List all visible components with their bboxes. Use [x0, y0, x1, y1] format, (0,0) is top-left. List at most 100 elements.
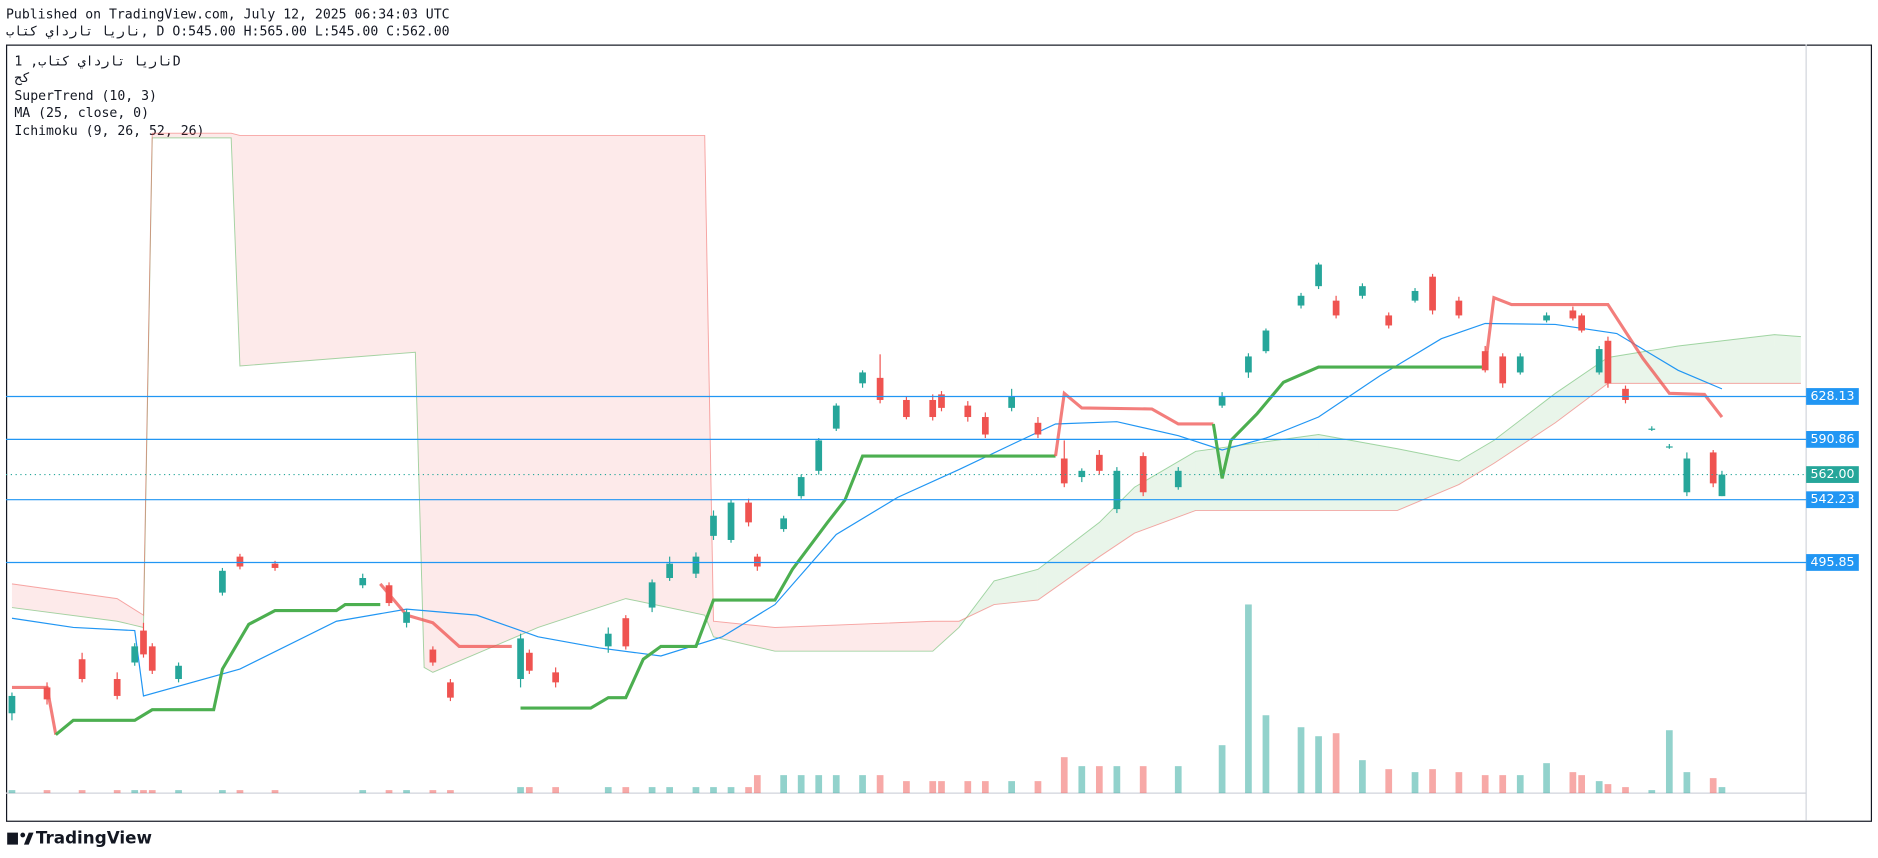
cloud-fill	[713, 621, 775, 652]
volume-bar	[666, 787, 673, 794]
candle-body	[859, 372, 866, 384]
candle-body	[903, 399, 910, 418]
vol-layer	[8, 604, 1726, 794]
cloud-fill	[415, 135, 425, 668]
candle-body	[148, 646, 156, 671]
volume-bar	[876, 775, 884, 794]
volume-bar	[1648, 790, 1656, 794]
volume-bar	[1429, 769, 1436, 794]
candle-body	[797, 477, 805, 497]
volume-bar	[903, 781, 910, 794]
candle-body	[1008, 396, 1015, 408]
cloud-fill	[152, 133, 232, 138]
cloud-fill	[932, 621, 960, 652]
volume-bar	[148, 790, 156, 794]
volume-bar	[1709, 778, 1717, 794]
candle-body	[1078, 470, 1086, 478]
candle-body	[385, 585, 393, 604]
volume-bar	[1516, 775, 1524, 794]
candle-body	[1385, 315, 1393, 326]
volume-bar	[1095, 766, 1103, 794]
candle-body	[1034, 422, 1042, 435]
candle-body	[175, 665, 182, 680]
candle-body	[1297, 295, 1305, 306]
volume-bar	[780, 775, 787, 794]
candle-body	[1665, 446, 1673, 448]
volume-bar	[385, 790, 393, 794]
legend-entry: ناریا تارداي کتاب, 1D	[14, 54, 180, 69]
brand: TradingView	[36, 828, 152, 848]
level-badge	[1806, 388, 1859, 405]
legend-entry: SuperTrend (10, 3)	[14, 89, 157, 104]
volume-bar	[131, 790, 139, 794]
volume-bar	[1622, 787, 1629, 794]
candle-body	[1359, 286, 1366, 296]
volume-bar	[964, 781, 972, 794]
cloud-fill	[1493, 393, 1556, 464]
candle-body	[1429, 276, 1436, 311]
cloud-layer	[11, 132, 1801, 673]
volume-bar	[938, 781, 945, 794]
candle-body	[1455, 300, 1463, 316]
volume-bar	[1113, 766, 1121, 794]
cloud-fill	[11, 583, 118, 622]
volume-bar	[113, 790, 121, 794]
candle-body	[1499, 356, 1507, 384]
supertrend-line	[1053, 390, 1214, 457]
candle-body	[1683, 458, 1691, 493]
volume-bar	[175, 790, 182, 794]
volume-bar	[859, 775, 866, 794]
lines-layer	[11, 295, 1724, 736]
level-label: 562.00	[1811, 466, 1855, 481]
volume-bar	[359, 790, 367, 794]
volume-bar	[140, 790, 147, 794]
candle-body	[692, 556, 700, 574]
candle-body	[271, 563, 279, 568]
supertrend-line	[1211, 365, 1486, 479]
candle-body	[1481, 351, 1489, 371]
frame	[5, 44, 1873, 822]
legend-entry: Ichimoku (9, 26, 52, 26)	[14, 124, 204, 139]
candle-body	[140, 630, 147, 655]
brand-logo	[7, 832, 34, 845]
cloud-fill	[1195, 434, 1319, 511]
volume-bar	[1218, 745, 1226, 794]
volume-bar	[8, 790, 16, 794]
level-label: 542.23	[1811, 491, 1855, 506]
cloud-fill	[1555, 357, 1608, 423]
volume-bar	[1332, 733, 1340, 794]
volume-bar	[236, 790, 244, 794]
level-badge	[1806, 491, 1859, 509]
candle-body	[525, 652, 533, 671]
candle-body	[1578, 315, 1585, 331]
candle-body	[1709, 452, 1717, 484]
volume-bar	[981, 781, 989, 794]
volume-bar	[1455, 772, 1463, 794]
candle-body	[604, 633, 612, 647]
candle-body	[1569, 310, 1577, 319]
candle-body	[1516, 356, 1524, 373]
candle-body	[938, 394, 945, 408]
volume-bar	[1683, 772, 1691, 794]
volume-bar	[1411, 772, 1419, 794]
cloud-fill	[774, 621, 933, 652]
supertrend-line	[520, 454, 1056, 710]
volume-bar	[1499, 775, 1507, 794]
volume-bar	[552, 787, 559, 794]
candle-body	[964, 405, 972, 418]
cloud-fill	[432, 135, 539, 673]
level-label: 590.86	[1811, 431, 1855, 446]
legend-entry: MA (25, close, 0)	[14, 106, 149, 121]
candle-body	[1245, 356, 1252, 373]
volume-bar	[1315, 736, 1322, 794]
candle-body	[1315, 264, 1322, 287]
cloud-fill	[1678, 334, 1775, 384]
cloud-fill	[1458, 440, 1494, 485]
cloud-fill	[117, 598, 144, 628]
volume-bar	[1718, 787, 1726, 794]
candle-body	[1262, 330, 1270, 352]
candle-body	[1622, 388, 1629, 400]
candle-body	[1595, 349, 1603, 373]
